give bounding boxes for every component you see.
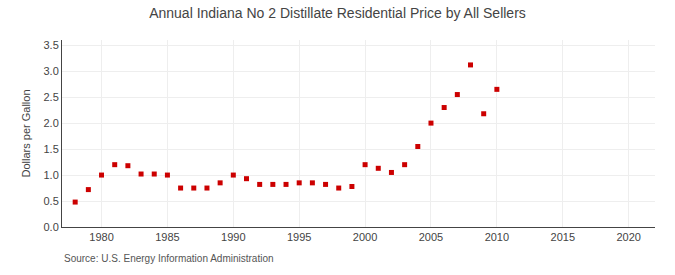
svg-text:1.5: 1.5 <box>44 143 59 155</box>
svg-text:2020: 2020 <box>616 231 640 243</box>
svg-text:3.5: 3.5 <box>44 39 59 51</box>
svg-text:Annual Indiana No 2 Distillate: Annual Indiana No 2 Distillate Residenti… <box>149 5 526 21</box>
svg-text:0.0: 0.0 <box>44 221 59 233</box>
svg-text:0.5: 0.5 <box>44 195 59 207</box>
svg-text:2010: 2010 <box>485 231 509 243</box>
svg-text:1.0: 1.0 <box>44 169 59 181</box>
svg-text:2.0: 2.0 <box>44 117 59 129</box>
svg-text:2015: 2015 <box>551 231 575 243</box>
svg-text:2.5: 2.5 <box>44 91 59 103</box>
svg-text:1980: 1980 <box>89 231 113 243</box>
svg-text:3.0: 3.0 <box>44 65 59 77</box>
svg-text:2005: 2005 <box>419 231 443 243</box>
svg-text:1995: 1995 <box>287 231 311 243</box>
svg-text:2000: 2000 <box>353 231 377 243</box>
svg-text:Source: U.S. Energy Informatio: Source: U.S. Energy Information Administ… <box>64 253 274 264</box>
svg-text:Dollars per Gallon: Dollars per Gallon <box>20 89 32 177</box>
svg-text:1985: 1985 <box>155 231 179 243</box>
svg-text:1990: 1990 <box>221 231 245 243</box>
